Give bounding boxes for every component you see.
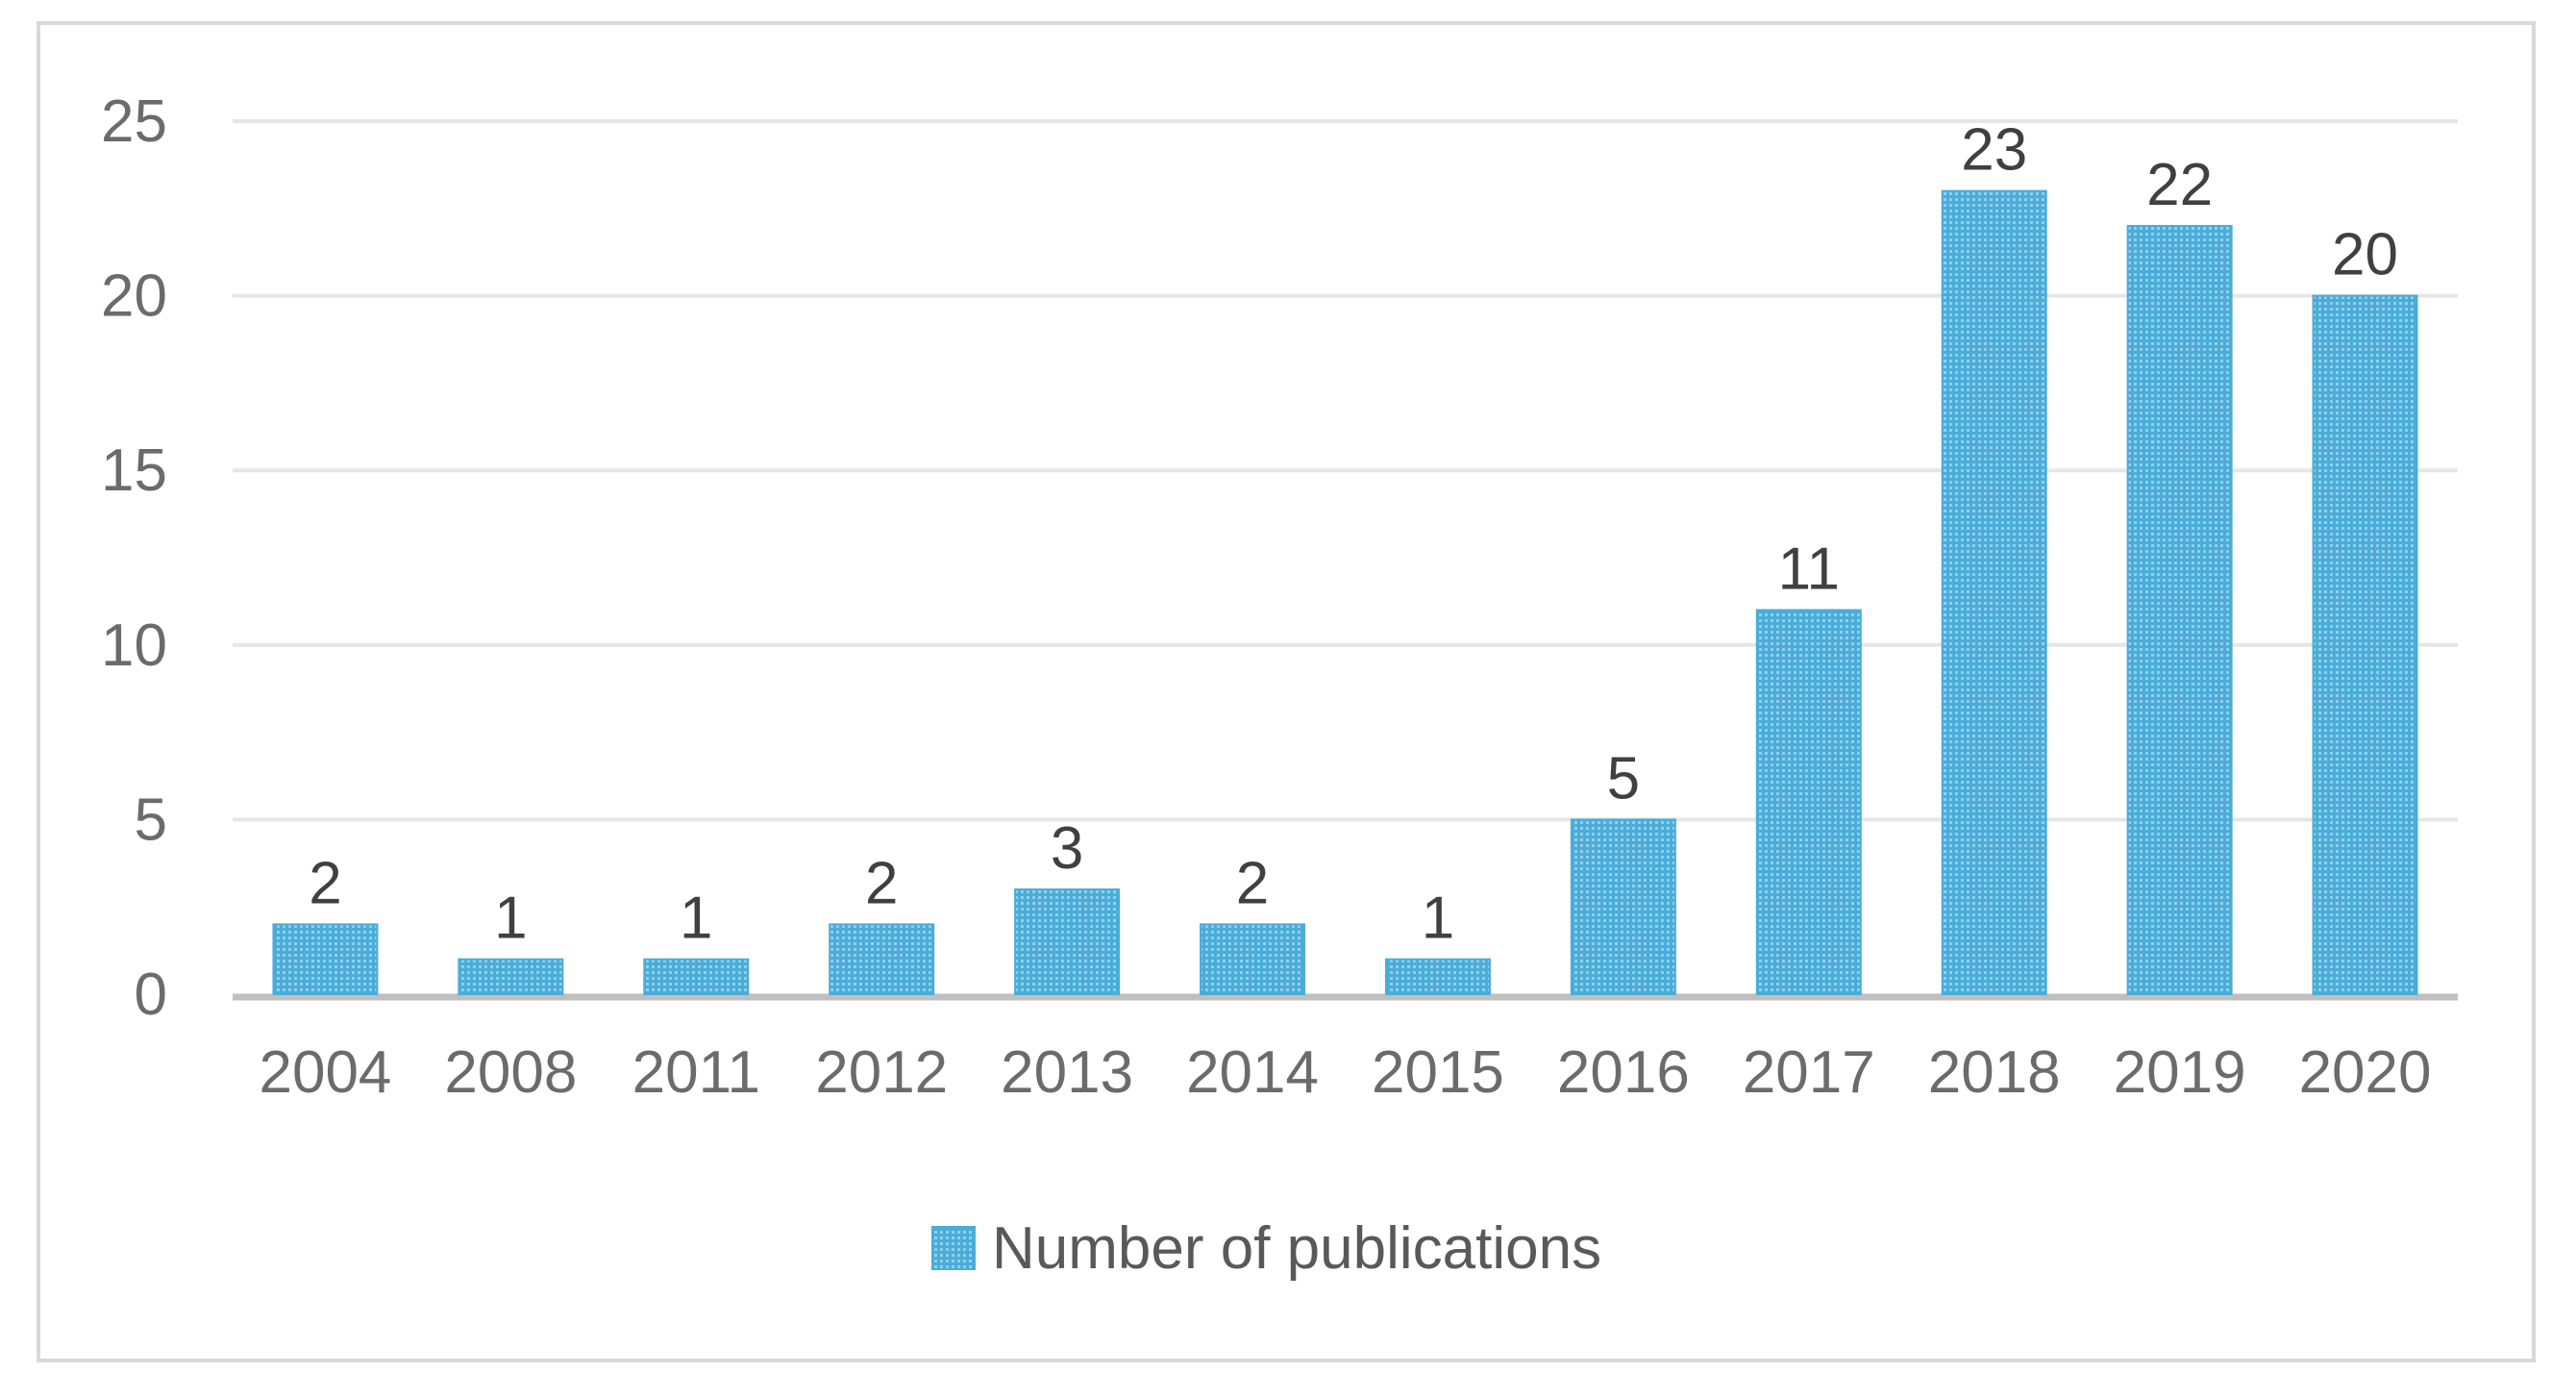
x-tick-label-2018: 2018: [1928, 1039, 2061, 1106]
y-axis-ticks: 0 5 10 15 20 25: [101, 88, 167, 1028]
data-label-2018: 23: [1961, 117, 2027, 184]
y-tick-label: 0: [135, 962, 167, 1028]
data-label-2015: 1: [1422, 886, 1454, 952]
bar-2018: [1941, 189, 2047, 995]
data-label-2020: 20: [2332, 222, 2398, 288]
bar-2016: [1570, 818, 1676, 996]
bar-2015: [1384, 958, 1491, 995]
y-tick-label: 5: [135, 787, 167, 853]
legend-label: Number of publications: [992, 1215, 1601, 1282]
data-label-2012: 2: [865, 850, 898, 916]
data-label-2017: 11: [1778, 536, 1840, 602]
x-tick-label-2015: 2015: [1372, 1039, 1504, 1106]
bar-2008: [458, 958, 564, 995]
x-tick-label-2004: 2004: [259, 1039, 391, 1106]
x-tick-label-2008: 2008: [444, 1039, 577, 1106]
bar-2013: [1014, 888, 1121, 995]
x-tick-label-2014: 2014: [1186, 1039, 1319, 1106]
bar-2014: [1200, 923, 1306, 995]
data-label-2016: 5: [1607, 745, 1640, 812]
x-tick-label-2011: 2011: [632, 1039, 760, 1106]
data-label-2008: 1: [494, 886, 527, 952]
data-label-2014: 2: [1236, 850, 1269, 916]
y-tick-label: 10: [101, 612, 167, 679]
bar-2012: [829, 923, 935, 995]
x-tick-label-2019: 2019: [2114, 1039, 2246, 1106]
bar-2017: [1755, 609, 1862, 995]
y-tick-label: 25: [101, 88, 167, 155]
x-tick-label-2017: 2017: [1743, 1039, 1875, 1106]
bar-2020: [2312, 294, 2418, 996]
data-label-2019: 22: [2146, 152, 2213, 218]
gridlines: [233, 119, 2458, 1001]
legend-swatch: [931, 1226, 976, 1270]
data-label-2011: 1: [680, 886, 712, 952]
bar-2011: [643, 958, 750, 995]
data-label-2013: 3: [1051, 815, 1083, 882]
bar-2004: [272, 923, 379, 995]
y-tick-label: 20: [101, 263, 167, 330]
chart-frame: 0 5 10 15 20 25 2 1 1 2 3 2 1 5 11 23 22 20 2004 2008 2011…: [37, 21, 2536, 1362]
x-axis-ticks: 2004 2008 2011 2012 2013 2014 2015 2016 2017 2018…: [259, 1039, 2431, 1106]
x-tick-label-2020: 2020: [2299, 1039, 2432, 1106]
bars: [272, 189, 2418, 996]
x-tick-label-2016: 2016: [1557, 1039, 1690, 1106]
x-tick-label-2012: 2012: [815, 1039, 948, 1106]
x-tick-label-2013: 2013: [1001, 1039, 1133, 1106]
legend: Number of publications: [931, 1215, 1601, 1282]
data-label-2004: 2: [309, 850, 341, 916]
y-tick-label: 15: [101, 437, 167, 504]
bar-2019: [2126, 224, 2233, 995]
